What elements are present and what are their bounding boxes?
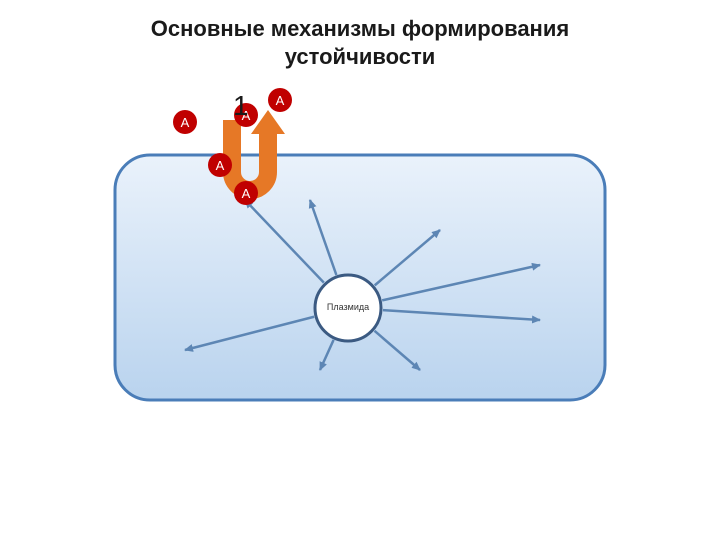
antibiotic-molecule: А	[234, 181, 258, 205]
antibiotic-molecule: А	[173, 110, 197, 134]
plasmid-label: Плазмида	[315, 302, 381, 312]
mechanism-number: 1	[233, 90, 249, 122]
antibiotic-molecule: А	[268, 88, 292, 112]
diagram-canvas	[0, 0, 720, 540]
antibiotic-molecule: А	[208, 153, 232, 177]
